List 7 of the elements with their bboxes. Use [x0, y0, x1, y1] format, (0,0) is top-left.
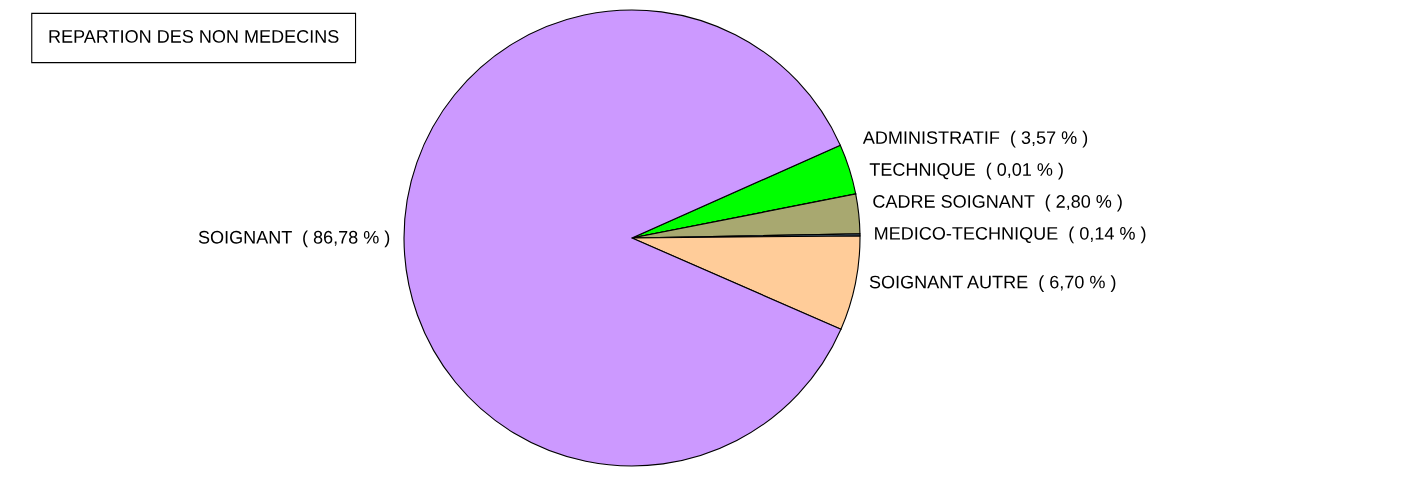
- slice-label: ADMINISTRATIF ( 3,57 % ): [862, 130, 1088, 148]
- slice-label: MEDICO-TECHNIQUE ( 0,14 % ): [875, 226, 1146, 244]
- slice-label: SOIGNANT AUTRE ( 6,70 % ): [869, 275, 1116, 292]
- text: REPARTION DES NON MEDECINS: [49, 30, 339, 43]
- slice-label: CADRE SOIGNANT ( 2,80 % ): [873, 194, 1122, 212]
- slice-label: SOIGNANT ( 86,78 % ): [198, 230, 390, 248]
- slice-label: TECHNIQUE ( 0,01 % ): [869, 162, 1063, 180]
